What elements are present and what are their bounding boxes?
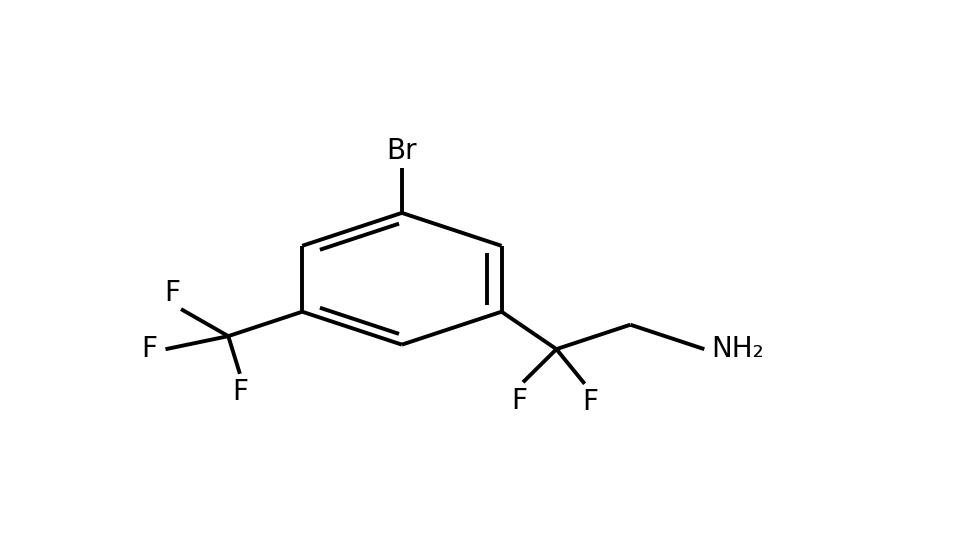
Text: Br: Br (387, 137, 417, 165)
Text: F: F (232, 378, 248, 406)
Text: F: F (141, 335, 157, 363)
Text: F: F (512, 386, 527, 415)
Text: NH₂: NH₂ (712, 335, 764, 363)
Text: F: F (164, 279, 180, 306)
Text: F: F (582, 388, 599, 416)
